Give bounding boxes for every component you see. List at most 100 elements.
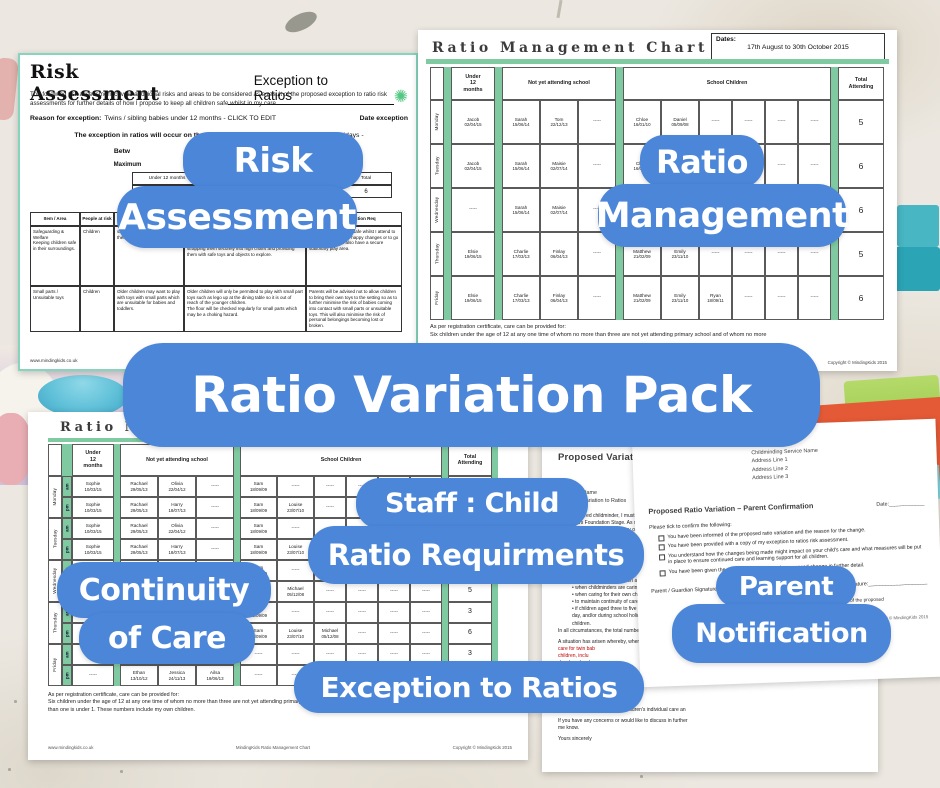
child-name: Finlay [552,292,566,298]
green-strip [444,67,451,320]
table-cell: ----- [765,100,798,144]
green-bar [426,59,889,64]
table-cell: Children [80,226,114,286]
child-name: Charlie [513,292,529,298]
green-strip-gap [492,623,498,644]
total-cell: 5 [838,100,884,144]
child-dob: 10/03/15 [84,528,102,534]
green-strip [62,444,72,686]
child-name: Sarah [514,160,528,166]
table-cell: ----- [277,602,314,623]
day-cell: Monday [48,476,62,518]
table-cell: ----- [378,581,410,602]
table-cell: Elsie 19/06/15 [451,232,495,276]
teal-block-bottom [893,247,940,291]
max-left: Maximum [113,162,142,168]
ampm-label: am [64,651,70,658]
child-name: Louise [288,502,303,508]
child-name: Rachael [130,502,148,508]
table-cell: Finlay 06/04/13 [540,232,578,276]
child-dob: 06/04/13 [550,254,568,260]
table-cell: ----- [578,144,616,188]
day-cell: Friday [430,276,444,320]
col-header-notyet: Not yet attending school [502,67,616,100]
child-dob: 29/05/13 [130,486,148,492]
child-name: Daniel [673,116,687,122]
label-ratio-line1: Ratio [640,135,764,188]
child-name: Emily [674,292,686,298]
label-staff-line1: Staff : Child [356,478,588,529]
child-name: Jessica [169,670,185,676]
table-cell: Matthew 21/02/09 [623,276,661,320]
table-cell: ----- [314,602,346,623]
child-dob: 18/09/11 [707,298,724,304]
child-dob: 02/07/14 [550,166,568,172]
child-name: Sarah [514,204,528,210]
table-cell: ----- [765,276,798,320]
letter-line: If you have any concerns or would like t… [558,717,688,724]
green-strip-gap [444,67,451,100]
day-cell: Tuesday [430,144,444,188]
child-dob: 15/06/14 [512,122,530,128]
risk-doc-intro: The following risk assessment covers add… [30,91,387,107]
table-cell: Parents will be advised not to allow chi… [306,286,402,332]
risk-doc-subtitle: Exception to Ratios [227,73,394,105]
table-cell: ----- [378,644,410,665]
footer-line: Six children under the age of 12 at any … [48,699,373,706]
day-label: Friday [434,291,440,305]
child-name: Finlay [552,248,566,254]
dates-value: 17th August to 30th October 2015 [747,44,849,51]
day-label: Thursday [52,612,58,634]
table-cell: Maisie 02/07/14 [540,188,578,232]
child-name: Jacob [466,116,480,122]
col-header-total: Total Attending [838,67,884,100]
child-dob: 24/11/13 [168,675,186,681]
child-dob: 23/11/10 [671,254,689,260]
col-header-total: Total Attending [448,444,492,476]
child-dob: 29/05/13 [130,549,148,555]
table-cell: Sophie 10/03/15 [72,497,114,518]
letter-line: As a registered childminder, I must adhe… [558,513,663,520]
child-dob: 19/06/15 [464,298,482,304]
table-cell: ----- [410,623,442,644]
letter-line: • to maintain continuity of care, or [572,599,647,606]
table-cell: ----- [196,539,234,560]
col-header: Item / Area [30,212,80,226]
child-name: Sam [253,523,264,529]
ampm-label: pm [64,546,70,553]
col-header-under12: Under 12 months [451,67,495,100]
child-dob: 16/01/10 [633,122,651,128]
green-strip-gap [495,144,502,188]
child-dob: 21/02/09 [633,254,651,260]
total-cell: 6 [838,144,884,188]
green-strip-gap [831,276,838,320]
green-strip-gap [616,100,623,144]
table-cell: ----- [798,276,831,320]
child-dob: 02/07/14 [550,210,568,216]
label-continuity-line2: of Care [79,613,255,664]
letter-heading: Proposed Variation to Ratios [558,452,694,463]
green-strip-gap [495,276,502,320]
table-row: Monday Jacob 02/04/15 Sarah 15/06/14 Tom 22/12… [430,100,884,144]
table-cell [48,444,62,476]
child-dob: 18/07/13 [168,507,186,513]
table-cell: ----- [410,581,442,602]
risk-doc-title-row: Risk Assessment Exception to Ratios ✺ [30,61,408,105]
between-left: Betw [113,148,131,155]
child-name: Tom [554,116,564,122]
child-dob: 23/07/10 [286,633,305,639]
col-header: Under 12 months [132,172,202,185]
footer-line: Six children under the age of 12 at any … [430,331,767,338]
child-name: Sophie [85,502,101,508]
child-dob: 02/04/15 [464,166,482,172]
label-risk-line1: Risk [183,132,363,190]
child-dob: 15/06/14 [512,166,530,172]
table-cell: Charlie 17/03/13 [502,232,540,276]
letter-line: Yours sincerely [558,735,592,742]
